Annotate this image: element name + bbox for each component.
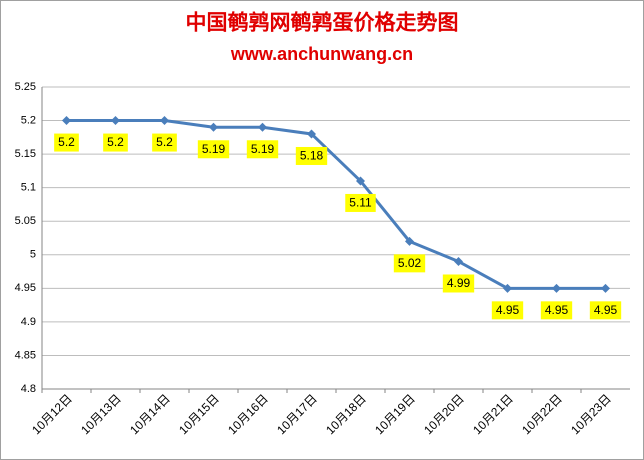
data-label-box [152, 133, 177, 152]
y-tick-label: 4.9 [21, 316, 36, 328]
data-point [62, 116, 71, 126]
y-tick-label: 5.05 [15, 215, 36, 227]
data-label: 5.2 [58, 135, 75, 149]
data-label: 5.02 [398, 256, 422, 270]
data-point [552, 283, 561, 293]
data-label: 5.2 [107, 135, 124, 149]
data-point [160, 116, 169, 126]
y-tick-label: 4.85 [15, 349, 36, 361]
data-label-box [54, 133, 79, 152]
data-point [307, 129, 316, 139]
data-point [209, 122, 218, 132]
y-tick-label: 5 [30, 249, 36, 261]
data-point [405, 236, 414, 246]
data-point [454, 256, 463, 266]
data-label: 4.95 [594, 303, 618, 317]
y-tick-label: 5.25 [15, 81, 36, 93]
data-point [503, 283, 512, 293]
data-point [601, 283, 610, 293]
data-label: 4.95 [545, 303, 569, 317]
data-label: 4.99 [447, 276, 471, 290]
data-label-box [540, 301, 573, 320]
chart-title: 中国鹌鹑网鹌鹑蛋价格走势图 [186, 10, 459, 35]
y-tick-label: 5.2 [21, 114, 36, 126]
data-label: 4.95 [496, 303, 520, 317]
y-tick-label: 5.15 [15, 148, 36, 160]
data-label: 5.19 [202, 142, 226, 156]
y-tick-label: 4.95 [15, 282, 36, 294]
data-label: 5.11 [349, 196, 372, 210]
y-tick-label: 4.8 [21, 383, 36, 395]
data-point [258, 122, 267, 132]
line-series [66, 119, 606, 290]
data-label: 5.18 [300, 149, 324, 163]
y-tick-label: 5.1 [21, 182, 36, 194]
data-label: 5.2 [156, 135, 173, 149]
data-label: 5.19 [251, 142, 275, 156]
data-label-box [491, 301, 524, 320]
data-label-box [295, 146, 328, 165]
data-label-box [589, 301, 622, 320]
data-label-box [246, 140, 279, 159]
data-label-box [393, 254, 426, 273]
data-label-box [103, 133, 128, 152]
chart-subtitle: www.anchunwang.cn [230, 44, 413, 64]
data-point [356, 176, 365, 186]
data-point [111, 116, 120, 126]
data-label-box [197, 140, 230, 159]
data-label-box [345, 193, 376, 212]
data-label-box [442, 274, 475, 293]
